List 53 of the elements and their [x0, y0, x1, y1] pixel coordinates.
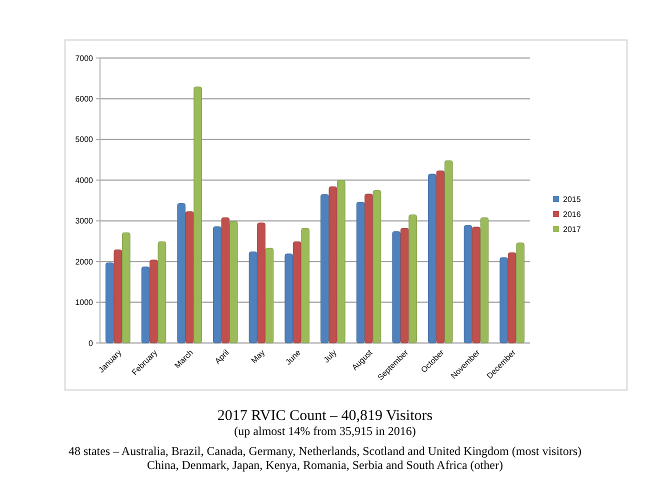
legend-label: 2017: [563, 224, 582, 234]
bar: [177, 203, 186, 344]
text: China, Denmark, Japan, Kenya, Romania, Serbia and South Africa (other): [147, 458, 503, 472]
bar: [257, 222, 266, 344]
bar: [114, 250, 122, 344]
text: (up almost 14% from 35,915 in 2016): [234, 424, 416, 438]
bar: [428, 174, 436, 344]
bar: [364, 194, 373, 344]
bar: [221, 217, 230, 344]
y-tick-label: 7000: [75, 54, 94, 63]
bar: [248, 252, 258, 344]
bar: [516, 242, 524, 344]
y-tick-label: 2000: [75, 257, 94, 266]
bar: [194, 86, 202, 344]
bar: [158, 241, 166, 344]
bar: [185, 211, 194, 344]
bar: [284, 254, 294, 344]
bar: [500, 257, 508, 344]
bar: [292, 241, 302, 344]
bar: [508, 252, 516, 344]
bar: [141, 266, 150, 344]
y-tick-label: 3000: [75, 216, 94, 226]
y-tick-label: 4000: [75, 176, 94, 185]
text: 2017 RVIC Count – 40,819 Visitors: [217, 408, 433, 424]
bar: [213, 226, 222, 344]
bar: [444, 160, 453, 344]
x-tick-label: May: [250, 348, 267, 366]
y-tick-label: 6000: [75, 94, 94, 104]
bar: [436, 170, 445, 344]
legend-label: 2015: [563, 194, 582, 204]
bar: [328, 186, 338, 344]
bar: [408, 214, 417, 344]
bar: [122, 232, 130, 344]
bar: [229, 221, 238, 344]
y-tick-label: 1000: [75, 298, 94, 308]
bar: [392, 231, 401, 344]
bar: [150, 260, 158, 344]
bar: [301, 228, 310, 344]
bar: [356, 202, 365, 344]
text: 48 states – Australia, Brazil, Canada, Germany, Netherlands, Scotland and United Kingdom (most visitors): [68, 444, 582, 458]
y-tick-label: 0: [88, 338, 94, 348]
y-tick-label: 5000: [75, 135, 94, 144]
x-tick-label: July: [322, 348, 338, 364]
bar: [464, 225, 472, 344]
legend-label: 2016: [563, 210, 582, 219]
bar: [372, 190, 382, 344]
bar: [472, 226, 480, 344]
bar: [336, 180, 346, 344]
bar: [106, 262, 114, 344]
bar: [480, 217, 489, 344]
bar: [265, 248, 274, 344]
bar: [400, 228, 409, 344]
bar: [320, 194, 329, 344]
